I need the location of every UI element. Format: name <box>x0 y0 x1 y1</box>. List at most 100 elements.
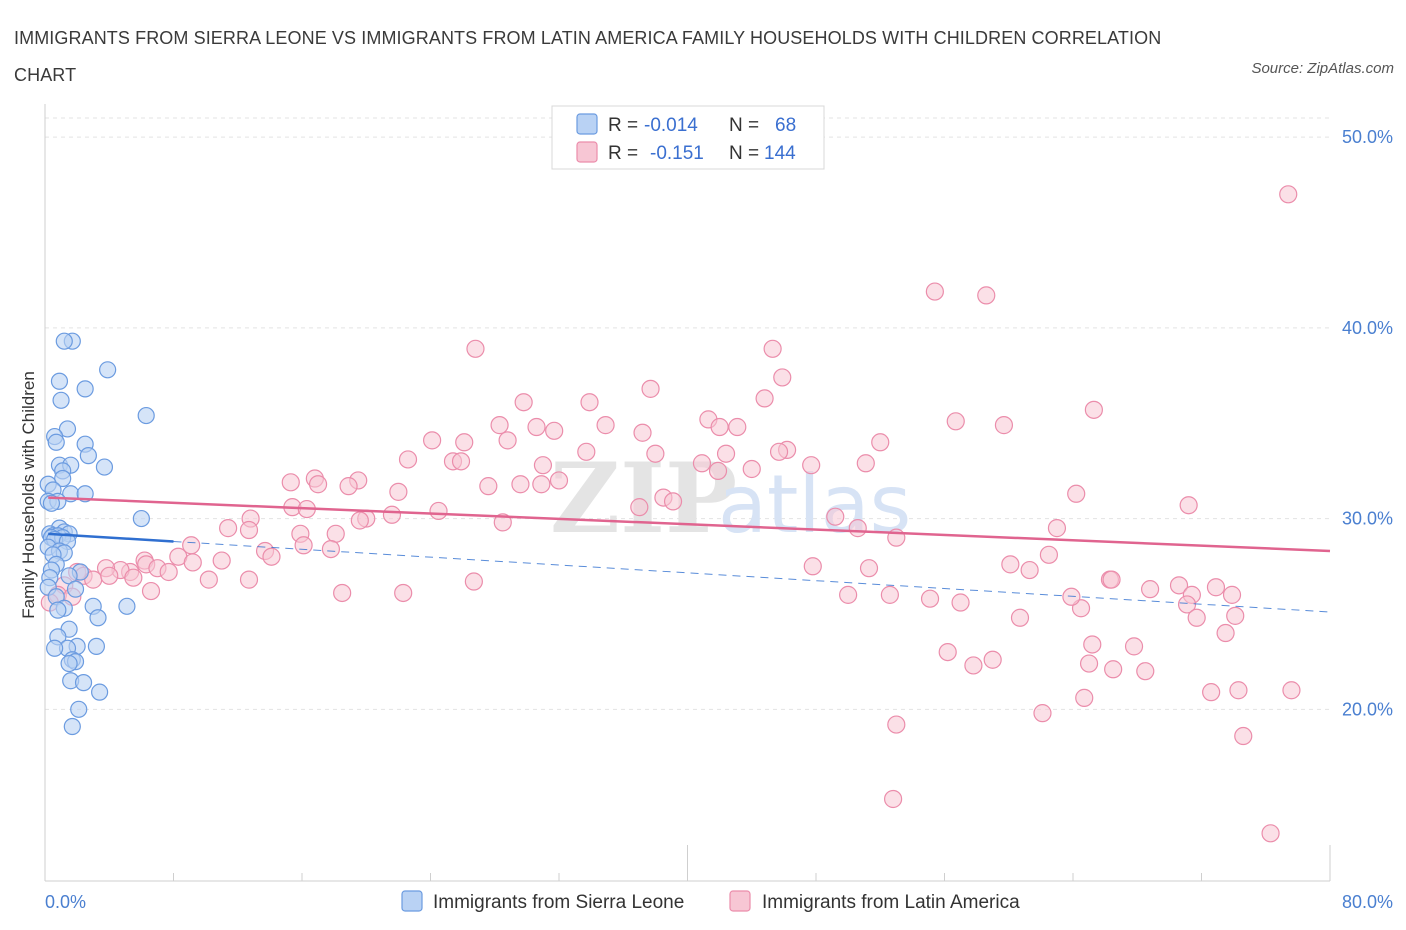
latin-america-point-59 <box>826 507 845 526</box>
latin-america-point-46 <box>511 475 530 494</box>
latin-america-point-88 <box>124 568 143 587</box>
sierra-leone-point-64 <box>70 700 88 718</box>
latin-america-point-64 <box>239 520 259 540</box>
latin-america-point-29 <box>646 444 665 463</box>
latin-america-point-91 <box>239 570 259 589</box>
latin-america-point-5 <box>773 368 792 387</box>
sierra-leone-point-1 <box>55 332 73 350</box>
latin-america-point-36 <box>856 454 875 473</box>
sierra-leone-point-4 <box>76 380 94 398</box>
latin-america-point-51 <box>663 492 683 511</box>
bottom-legend-label-blue: Immigrants from Sierra Leone <box>433 892 684 913</box>
latin-america-point-92 <box>141 581 161 601</box>
sierra-leone-trend-dashed <box>173 540 1331 613</box>
latin-america-point-3 <box>466 339 485 358</box>
latin-america-point-61 <box>350 511 369 530</box>
latin-america-point-135 <box>1234 726 1253 746</box>
latin-america-point-105 <box>1140 580 1160 599</box>
latin-america-point-33 <box>692 454 712 473</box>
latin-america-point-109 <box>1039 545 1059 564</box>
latin-america-point-122 <box>1124 637 1144 656</box>
latin-america-point-114 <box>803 557 822 576</box>
latin-america-point-131 <box>1229 681 1248 700</box>
stats-legend-swatch-pink <box>576 141 598 163</box>
sierra-leone-point-6 <box>137 406 155 425</box>
latin-america-point-15 <box>527 417 546 437</box>
latin-america-point-125 <box>1216 623 1235 643</box>
latin-america-point-0 <box>1279 185 1298 204</box>
bottom-legend: Immigrants from Sierra Leone Immigrants … <box>401 890 1020 913</box>
sierra-leone-point-62 <box>74 674 93 692</box>
latin-america-point-117 <box>938 642 957 662</box>
latin-america-point-32 <box>451 452 471 471</box>
latin-america-point-136 <box>1075 688 1094 707</box>
latin-america-point-44 <box>339 477 358 496</box>
latin-america-point-113 <box>920 589 940 608</box>
latin-america-trend <box>48 496 1331 553</box>
latin-america-point-115 <box>880 585 899 604</box>
latin-america-point-137 <box>883 789 903 809</box>
latin-america-point-2 <box>977 286 996 305</box>
latin-america-point-62 <box>493 513 512 532</box>
latin-america-point-126 <box>1187 608 1206 627</box>
sierra-leone-point-45 <box>66 580 85 598</box>
latin-america-point-121 <box>1104 660 1123 679</box>
latin-america-point-100 <box>839 585 858 604</box>
bottom-legend-swatch-blue <box>401 890 423 912</box>
latin-america-point-108 <box>1001 555 1020 574</box>
sierra-leone-point-7 <box>58 420 77 438</box>
sierra-leone-point-3 <box>50 372 69 390</box>
latin-america-point-89 <box>159 562 178 582</box>
y-tick-label-3: 50.0% <box>1342 127 1393 147</box>
latin-america-point-48 <box>389 482 408 501</box>
stats-legend-r-label-2: R = <box>608 143 638 164</box>
latin-america-point-116 <box>1102 570 1121 589</box>
latin-america-point-103 <box>1010 608 1030 627</box>
latin-america-point-87 <box>100 566 119 585</box>
latin-america-point-45 <box>479 477 498 496</box>
latin-america-point-13 <box>994 416 1014 435</box>
latin-america-point-9 <box>580 393 599 412</box>
sierra-leone-trend <box>48 532 174 543</box>
latin-america-point-4 <box>763 339 782 358</box>
stats-legend-n-label-2: N = <box>729 143 759 164</box>
y-tick-label-2: 40.0% <box>1342 318 1393 338</box>
chart-source: Source: ZipAtlas.com <box>1251 60 1394 77</box>
latin-america-point-47 <box>532 475 551 494</box>
latin-america-point-68 <box>1047 519 1067 538</box>
latin-america-point-10 <box>1084 400 1103 419</box>
latin-america-point-28 <box>769 442 789 461</box>
latin-america-point-14 <box>490 416 509 435</box>
latin-america-point-8 <box>514 393 533 412</box>
sierra-leone-point-54 <box>87 637 106 655</box>
sierra-leone-point-57 <box>46 639 64 657</box>
latin-america-point-98 <box>394 583 413 603</box>
trend-lines <box>48 496 1331 613</box>
stats-legend: R = -0.014 N = 68 R = -0.151 N = 144 <box>551 105 825 170</box>
sierra-leone-point-63 <box>91 683 109 701</box>
latin-america-point-43 <box>308 475 328 494</box>
latin-america-point-124 <box>1177 595 1197 614</box>
latin-america-point-1 <box>925 282 944 301</box>
stats-legend-r-label-1: R = <box>608 115 638 136</box>
sierra-leone-point-5 <box>52 391 70 409</box>
latin-america-point-11 <box>946 412 965 431</box>
sierra-leone-point-14 <box>95 458 114 476</box>
y-tick-labels: 20.0% 30.0% 40.0% 50.0% <box>1342 127 1393 719</box>
stats-legend-n-value-1: 68 <box>775 115 796 136</box>
sierra-leone-point-50 <box>49 601 67 619</box>
latin-america-point-101 <box>859 559 879 578</box>
latin-america-point-119 <box>983 650 1002 669</box>
x-tick-label-max: 80.0% <box>1342 892 1393 912</box>
latin-america-point-106 <box>1169 576 1189 595</box>
stats-legend-r-value-1: -0.014 <box>644 115 698 136</box>
sierra-leone-point-9 <box>47 433 65 451</box>
latin-america-point-17 <box>710 417 729 437</box>
latin-america-point-52 <box>1179 496 1198 515</box>
latin-america-point-19 <box>633 423 652 442</box>
latin-america-point-134 <box>887 715 906 734</box>
latin-america-point-127 <box>1206 578 1226 597</box>
latin-america-point-118 <box>964 656 983 675</box>
latin-america-point-37 <box>742 459 761 479</box>
latin-america-point-76 <box>183 553 202 572</box>
